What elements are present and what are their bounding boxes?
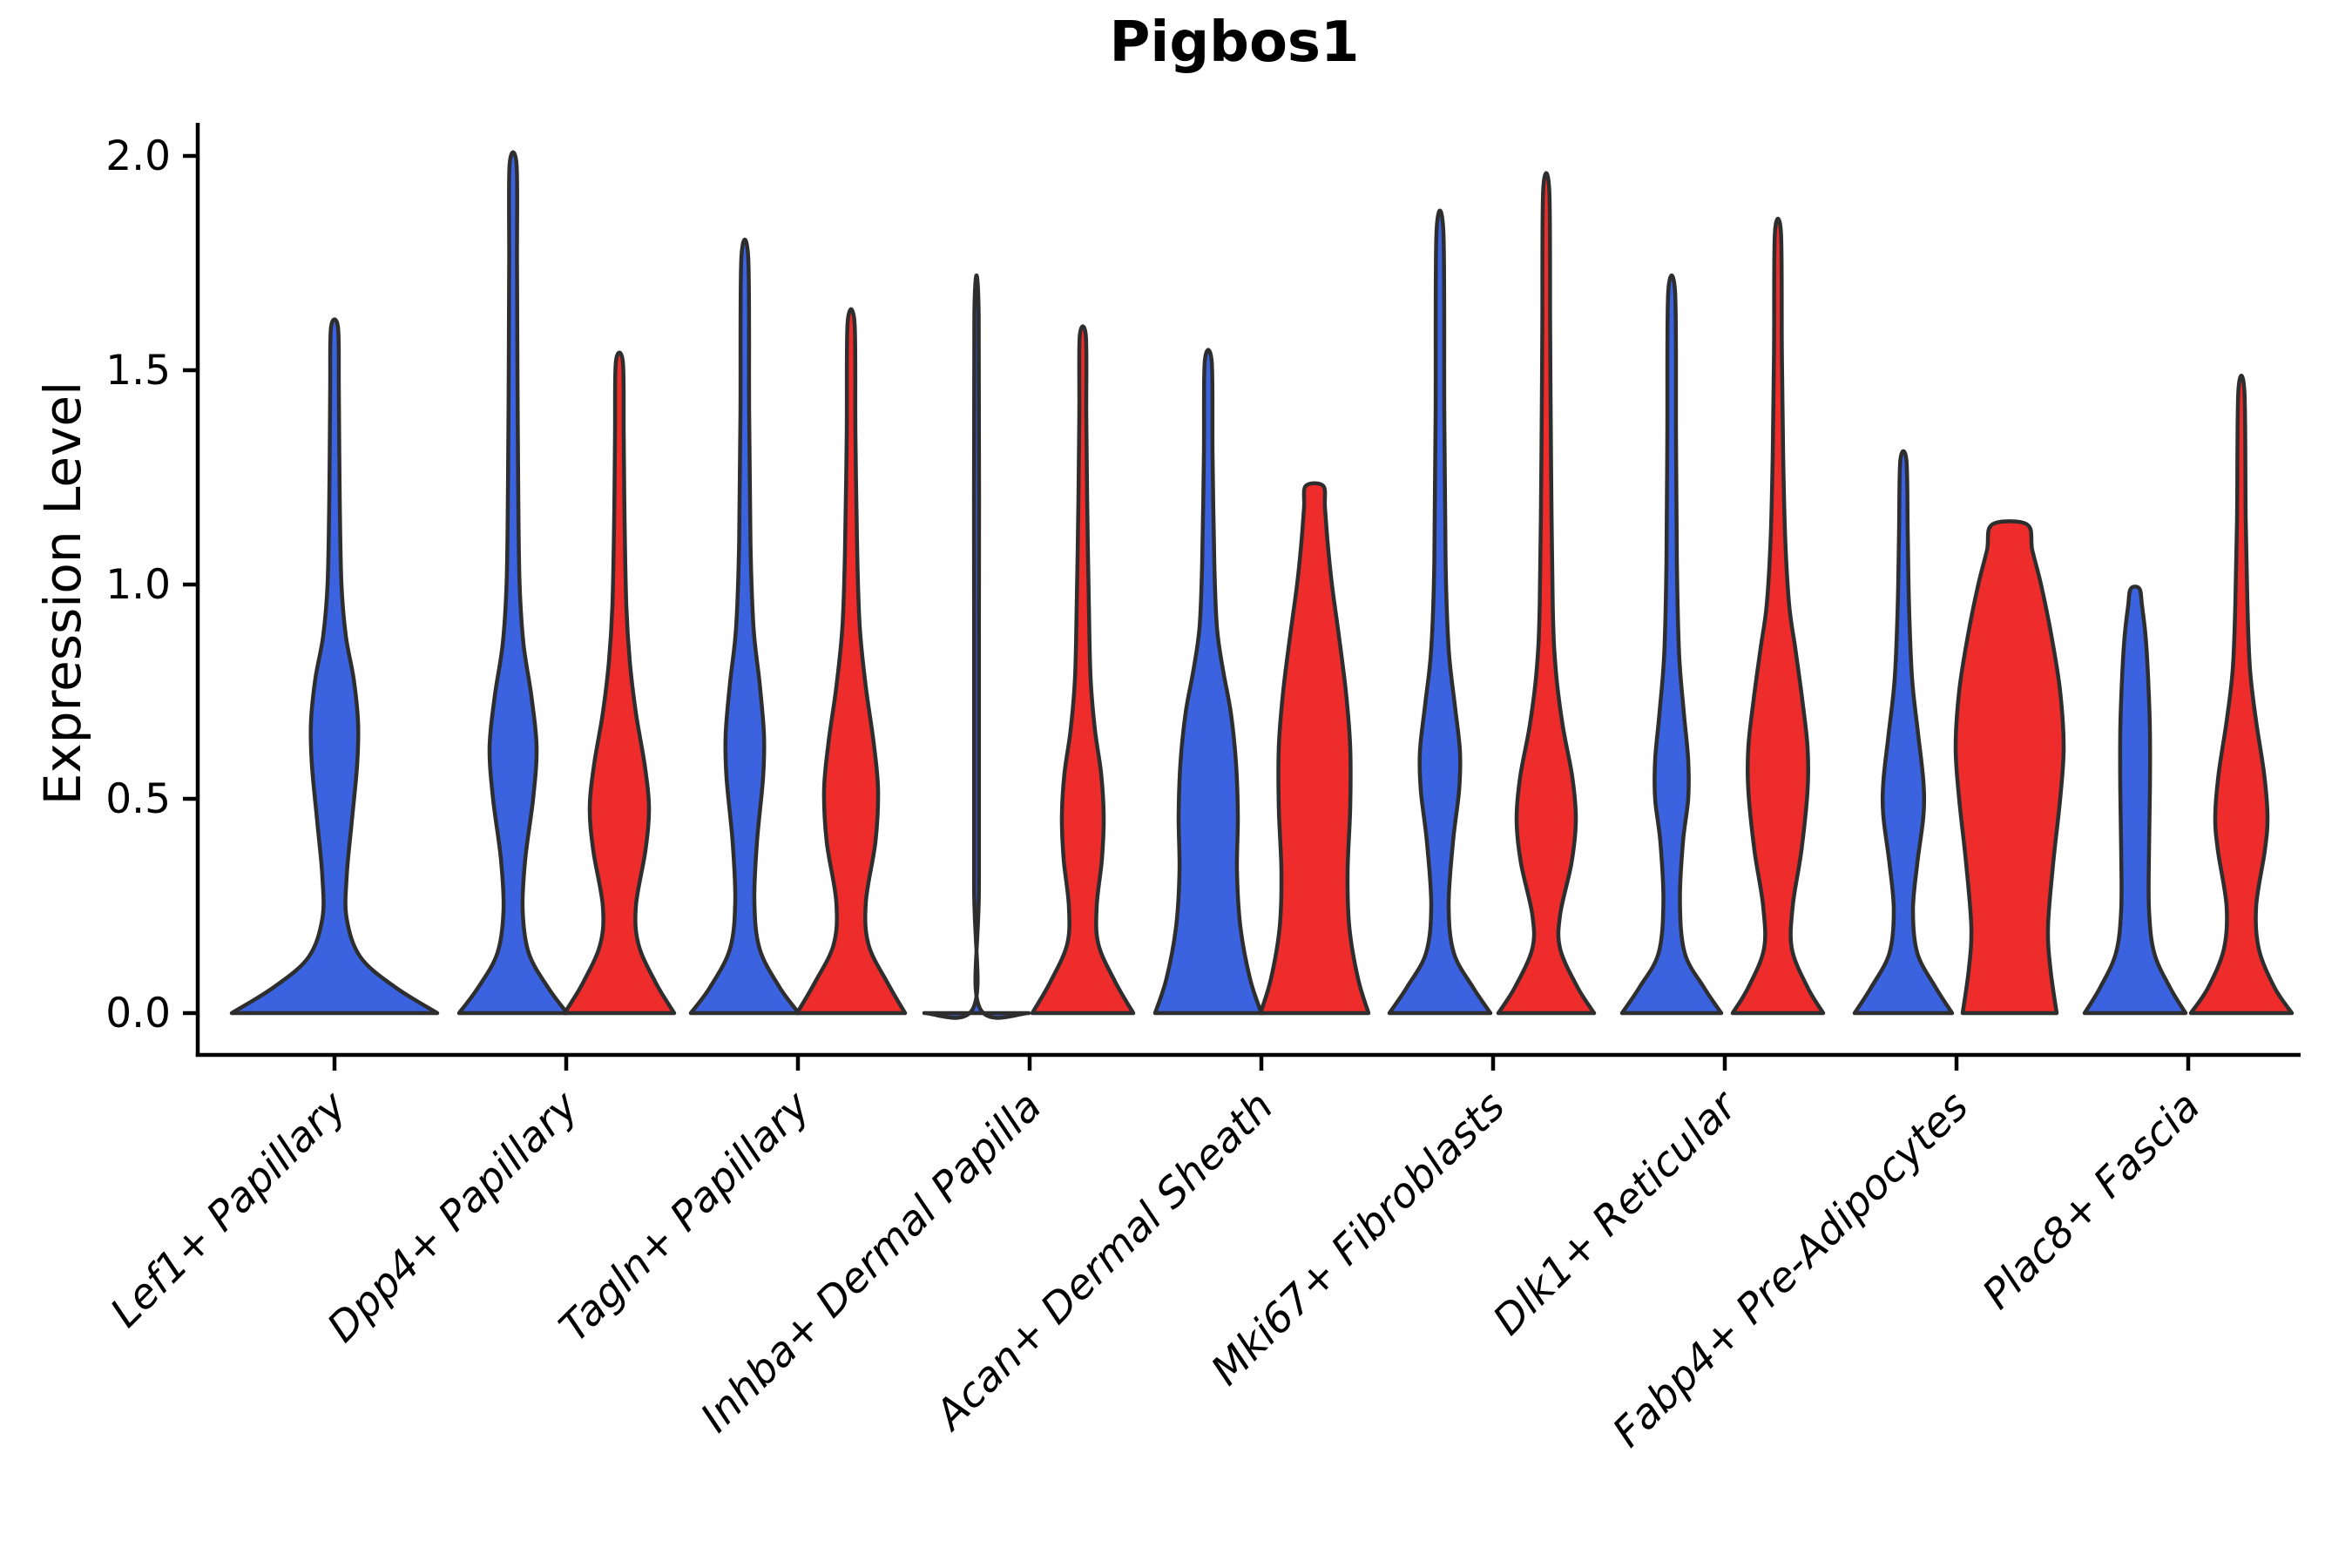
violin-dlk1-reticular-red <box>1730 216 1826 1016</box>
violins-layer <box>229 150 2295 1020</box>
violin-lef1-papillary-blue <box>229 317 440 1016</box>
violin-mki67-fibroblasts-red <box>1496 171 1597 1016</box>
violin-inhba-dermal-papilla-blue <box>922 273 1031 1020</box>
violin-dpp4-papillary-blue <box>456 150 570 1016</box>
violin-acan-dermal-sheath-red <box>1258 481 1371 1016</box>
violin-tagln-papillary-blue <box>688 237 801 1016</box>
violin-plac8-fascia-red <box>2188 373 2295 1016</box>
violin-fabp4-pre-adipocytes-blue <box>1852 449 1955 1016</box>
violin-fabp4-pre-adipocytes-red <box>1953 519 2066 1016</box>
violin-plac8-fascia-blue <box>2082 585 2188 1016</box>
violin-tagln-papillary-red <box>794 307 908 1016</box>
y-tick-label: 1.0 <box>105 561 171 609</box>
y-tick-label: 1.5 <box>105 347 171 395</box>
y-axis-label: Expression Level <box>33 382 92 805</box>
violin-mki67-fibroblasts-blue <box>1387 208 1493 1016</box>
violin-dlk1-reticular-blue <box>1619 273 1724 1016</box>
violin-acan-dermal-sheath-blue <box>1152 348 1264 1016</box>
y-tick-label: 2.0 <box>105 132 171 180</box>
violin-dpp4-papillary-red <box>562 350 677 1016</box>
y-tick-label: 0.0 <box>105 990 171 1037</box>
y-axis-ticks: 0.0 0.5 1.0 1.5 2.0 <box>105 132 198 1037</box>
y-tick-label: 0.5 <box>105 775 171 823</box>
violin-inhba-dermal-papilla-red <box>1030 324 1136 1016</box>
chart-title: Pigbos1 <box>1109 10 1359 75</box>
